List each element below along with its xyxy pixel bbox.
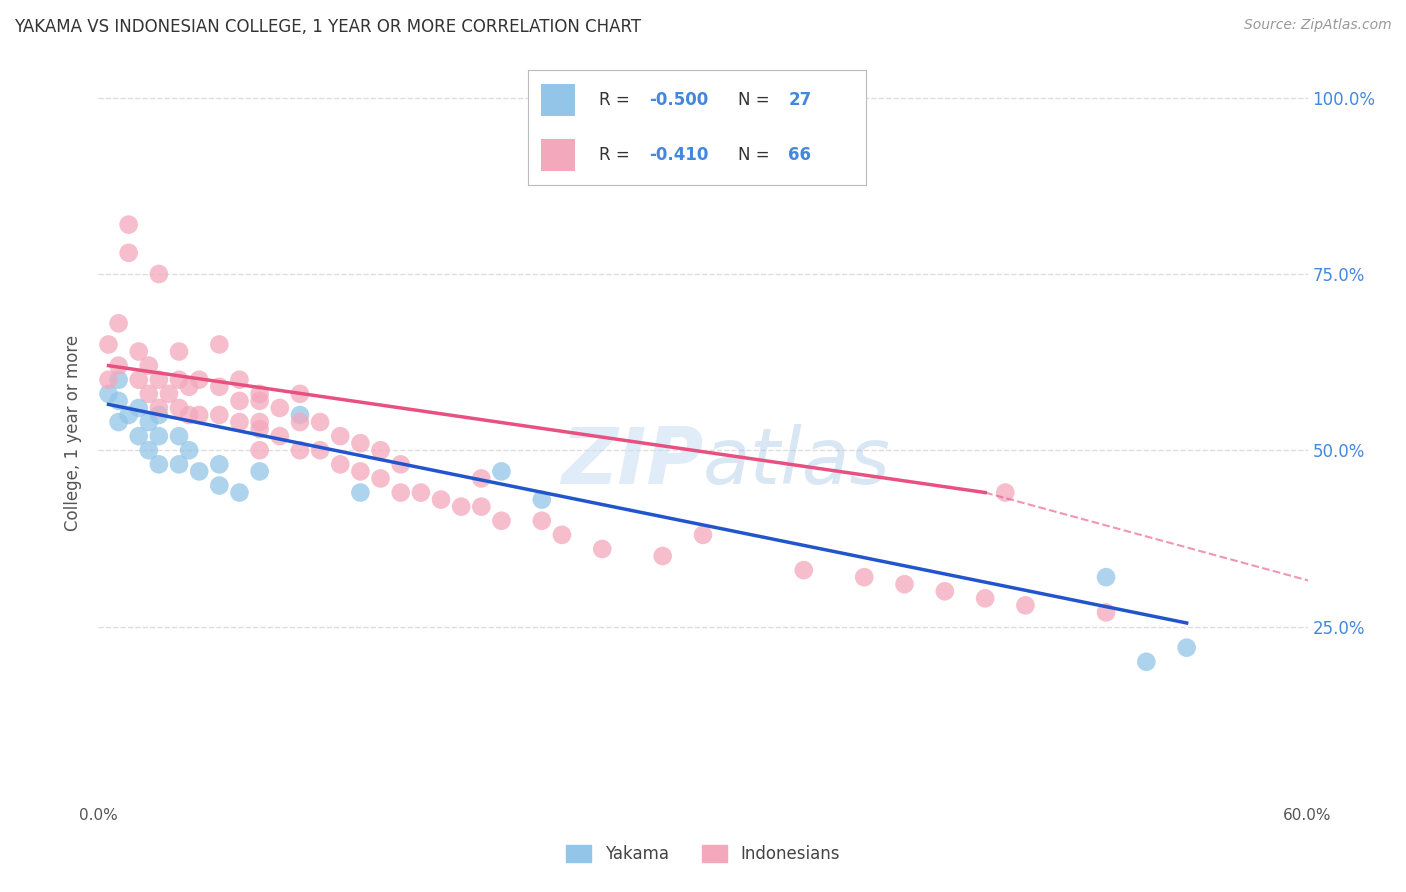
Point: [1135, 655, 1157, 669]
Point: [349, 485, 371, 500]
Point: [208, 337, 231, 351]
Point: [249, 415, 271, 429]
Point: [450, 500, 472, 514]
Point: [128, 373, 150, 387]
Point: [288, 408, 311, 422]
Point: [1095, 570, 1118, 584]
Point: [793, 563, 815, 577]
Point: [249, 393, 271, 408]
Point: [188, 464, 211, 478]
Text: atlas: atlas: [703, 425, 891, 500]
Point: [148, 267, 170, 281]
Point: [1095, 606, 1118, 620]
Point: [269, 401, 291, 415]
Point: [107, 373, 129, 387]
Point: [148, 429, 170, 443]
Point: [208, 478, 231, 492]
Point: [370, 471, 392, 485]
Point: [97, 337, 120, 351]
Text: ZIP: ZIP: [561, 425, 703, 500]
Point: [138, 387, 160, 401]
Point: [118, 218, 141, 232]
Y-axis label: College, 1 year or more: College, 1 year or more: [65, 334, 83, 531]
Point: [974, 591, 997, 606]
Point: [288, 387, 311, 401]
Point: [167, 458, 190, 472]
Point: [228, 393, 250, 408]
Point: [269, 429, 291, 443]
Point: [188, 373, 211, 387]
Point: [179, 408, 201, 422]
Text: Source: ZipAtlas.com: Source: ZipAtlas.com: [1244, 18, 1392, 32]
Point: [309, 415, 332, 429]
Point: [138, 415, 160, 429]
Point: [491, 514, 513, 528]
Point: [128, 344, 150, 359]
Point: [893, 577, 915, 591]
Point: [530, 492, 553, 507]
Point: [208, 408, 231, 422]
Point: [349, 464, 371, 478]
Point: [138, 359, 160, 373]
Point: [249, 422, 271, 436]
Point: [167, 401, 190, 415]
Point: [389, 458, 412, 472]
Text: YAKAMA VS INDONESIAN COLLEGE, 1 YEAR OR MORE CORRELATION CHART: YAKAMA VS INDONESIAN COLLEGE, 1 YEAR OR …: [14, 18, 641, 36]
Point: [491, 464, 513, 478]
Point: [107, 393, 129, 408]
Point: [389, 485, 412, 500]
Point: [138, 443, 160, 458]
Point: [651, 549, 673, 563]
Point: [179, 380, 201, 394]
Point: [288, 415, 311, 429]
Legend: Yakama, Indonesians: Yakama, Indonesians: [560, 838, 846, 870]
Point: [167, 373, 190, 387]
Point: [148, 401, 170, 415]
Point: [128, 429, 150, 443]
Point: [107, 415, 129, 429]
Point: [530, 514, 553, 528]
Point: [148, 458, 170, 472]
Point: [470, 500, 492, 514]
Point: [167, 429, 190, 443]
Point: [288, 443, 311, 458]
Point: [309, 443, 332, 458]
Point: [551, 528, 574, 542]
Point: [329, 458, 352, 472]
Point: [118, 408, 141, 422]
Point: [1014, 599, 1036, 613]
Point: [208, 380, 231, 394]
Point: [148, 408, 170, 422]
Point: [853, 570, 876, 584]
Point: [228, 415, 250, 429]
Point: [591, 541, 613, 556]
Point: [228, 485, 250, 500]
Point: [167, 344, 190, 359]
Point: [349, 436, 371, 450]
Point: [249, 443, 271, 458]
Point: [1175, 640, 1198, 655]
Point: [994, 485, 1017, 500]
Point: [430, 492, 453, 507]
Point: [148, 373, 170, 387]
Point: [107, 359, 129, 373]
Point: [692, 528, 714, 542]
Point: [179, 443, 201, 458]
Point: [118, 245, 141, 260]
Point: [934, 584, 956, 599]
Point: [208, 458, 231, 472]
Point: [97, 387, 120, 401]
Point: [249, 464, 271, 478]
Point: [97, 373, 120, 387]
Point: [409, 485, 432, 500]
Point: [188, 408, 211, 422]
Point: [249, 387, 271, 401]
Point: [107, 316, 129, 330]
Point: [228, 373, 250, 387]
Point: [370, 443, 392, 458]
Point: [329, 429, 352, 443]
Point: [157, 387, 180, 401]
Point: [128, 401, 150, 415]
Point: [470, 471, 492, 485]
